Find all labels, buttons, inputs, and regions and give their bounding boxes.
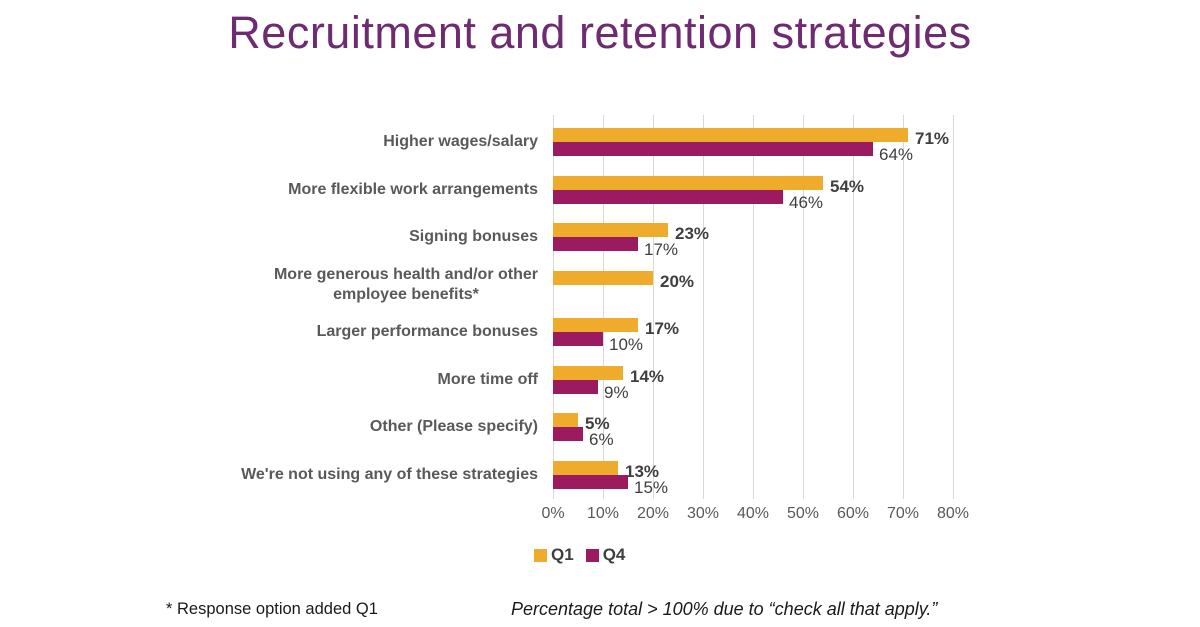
category-label: Larger performance bonuses: [316, 323, 538, 340]
value-label-q1: 71%: [915, 129, 950, 148]
value-label-q4: 9%: [604, 382, 629, 402]
bar-q1: [553, 270, 653, 285]
value-label-q1: 23%: [675, 224, 710, 243]
category-label: Signing bonuses: [409, 228, 538, 245]
bar-q1: [553, 413, 578, 427]
category-label: More flexible work arrangements: [288, 180, 538, 198]
legend-label-q4: Q4: [602, 545, 626, 564]
bar-q1: [553, 175, 823, 190]
gridline: [702, 115, 704, 499]
bar-q1: [553, 128, 908, 142]
bar-q4: [553, 427, 583, 441]
bar-q1: [553, 223, 668, 237]
value-label-q1: 17%: [645, 319, 680, 338]
value-label-q4: 17%: [644, 240, 679, 259]
value-label-q1: 5%: [585, 414, 610, 433]
footnote-response-option: * Response option added Q1: [166, 600, 378, 618]
bar-q1: [553, 460, 618, 475]
value-label-q4: 64%: [879, 145, 914, 164]
bar-q4: [553, 332, 603, 346]
category-label: We're not using any of these strategies: [241, 465, 538, 483]
legend-item-q1: Q1: [534, 545, 574, 565]
value-label-q4: 10%: [609, 335, 644, 354]
x-axis-tick-label: 20%: [636, 505, 670, 522]
legend-item-q4: Q4: [585, 545, 626, 565]
x-axis-tick-label: 0%: [541, 505, 565, 522]
gridline: [902, 115, 904, 499]
value-label-q1: 13%: [625, 461, 660, 481]
x-axis-tick-label: 30%: [686, 505, 720, 522]
page-title: Recruitment and retention strategies: [228, 7, 972, 58]
category-label: Higher wages/salary: [383, 133, 538, 150]
x-axis-tick-label: 80%: [936, 505, 970, 522]
x-axis-tick-label: 10%: [586, 505, 620, 522]
x-axis-tick-label: 40%: [736, 505, 770, 522]
value-label-q1: 54%: [830, 176, 865, 196]
legend-swatch-q1: [534, 548, 547, 562]
bar-q4: [553, 237, 638, 251]
gridline: [602, 115, 604, 499]
category-label: More generous health and/or other employ…: [273, 265, 538, 303]
bar-q1: [553, 365, 623, 380]
x-axis-tick-label: 60%: [836, 505, 870, 522]
bar-q4: [553, 142, 873, 156]
x-axis-tick-label: 50%: [786, 505, 820, 522]
gridline: [952, 115, 954, 499]
gridline: [552, 115, 554, 499]
bar-q1: [553, 318, 638, 332]
gridline: [802, 115, 804, 499]
gridline: [652, 115, 654, 499]
chart-legend: Q1 Q4: [534, 545, 625, 565]
bar-q4: [553, 189, 783, 204]
category-label: Other (Please specify): [369, 418, 538, 435]
bar-q4: [553, 474, 628, 489]
value-label-q4: 15%: [634, 477, 669, 497]
value-label-q1: 20%: [660, 271, 695, 291]
footnote-check-all-that-apply: Percentage total > 100% due to “check al…: [511, 599, 938, 619]
gridline: [752, 115, 754, 499]
category-label: More time off: [437, 370, 538, 388]
value-label-q4: 46%: [789, 192, 824, 212]
gridline: [852, 115, 854, 499]
bar-q4: [553, 379, 598, 394]
legend-label-q1: Q1: [551, 545, 574, 564]
value-label-q4: 6%: [589, 430, 614, 449]
legend-swatch-q4: [585, 548, 599, 562]
value-label-q1: 14%: [630, 366, 665, 386]
x-axis-tick-label: 70%: [886, 505, 920, 522]
